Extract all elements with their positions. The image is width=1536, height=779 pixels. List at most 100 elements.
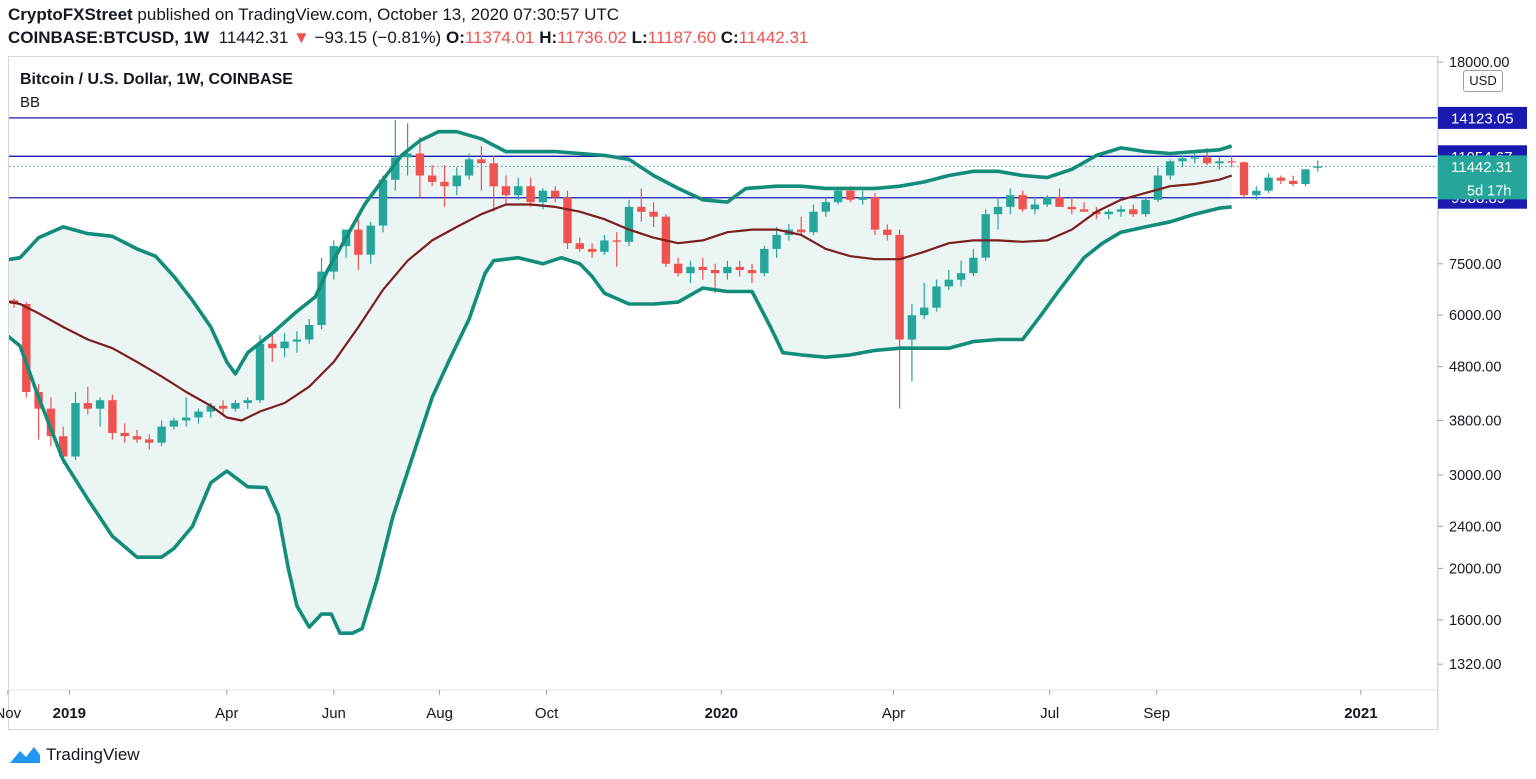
price-tick-label: 2000.00 <box>1449 561 1501 577</box>
bollinger-band-fill <box>9 131 1232 634</box>
candle-body <box>108 400 117 433</box>
candle-body <box>833 190 843 203</box>
bollinger-basis-line <box>9 174 1233 422</box>
time-tick-label: Jun <box>322 705 346 722</box>
candle-body <box>1202 157 1212 164</box>
candle-body <box>317 271 326 325</box>
candle-body <box>895 234 904 340</box>
candle-body <box>464 159 474 176</box>
candle-body <box>1276 177 1286 181</box>
close-label: C: <box>720 28 739 47</box>
candle-body <box>477 159 486 164</box>
candle-body <box>1043 197 1052 205</box>
candle-body <box>231 403 240 409</box>
candle-body <box>649 211 658 217</box>
price-chart[interactable]: 18000.00 7500.00 6000.00 4800.00 3800.00 3000… <box>0 0 1536 740</box>
price-tick-label: 4800.00 <box>1449 360 1501 376</box>
candle-body <box>551 190 560 198</box>
open-value: 11374.01 <box>464 28 535 47</box>
candle-body <box>612 240 621 242</box>
change-arrow-icon: ▼ <box>293 28 310 47</box>
candle-body <box>95 400 105 409</box>
chart-title: Bitcoin / U.S. Dollar, 1W, COINBASE <box>20 71 293 88</box>
candle-body <box>206 405 215 412</box>
tradingview-logo[interactable]: TradingView <box>8 743 140 767</box>
candle-body <box>501 186 511 196</box>
candle-body <box>1264 177 1273 191</box>
candle-body <box>280 341 289 349</box>
candle-body <box>1055 197 1064 207</box>
candle-body <box>428 175 437 182</box>
price-tick-label: 18000.00 <box>1449 55 1509 71</box>
candle-body <box>218 405 228 409</box>
candle-body <box>1166 161 1175 176</box>
candle-body <box>993 206 1003 215</box>
level-price-tag <box>1438 106 1527 129</box>
candle-body <box>403 153 412 158</box>
high-label: H: <box>539 28 558 47</box>
candle-body <box>1141 199 1150 215</box>
candle-body <box>600 240 609 252</box>
candle-body <box>194 411 203 418</box>
candle-body <box>969 257 978 274</box>
candle-body <box>132 436 142 440</box>
candle-body <box>760 248 769 274</box>
low-value: 11187.60 <box>647 28 717 47</box>
candle-body <box>846 190 855 200</box>
price-tick-label: 6000.00 <box>1449 308 1501 324</box>
last-price-tag-label: 11442.31 <box>1451 159 1512 176</box>
candle-body <box>1190 157 1199 159</box>
low-label: L: <box>631 28 648 47</box>
candle-body <box>563 197 572 244</box>
candle-body <box>907 315 917 340</box>
candle-body <box>797 229 806 233</box>
time-tick-label: 2021 <box>1344 705 1377 722</box>
brand-name: TradingView <box>46 745 140 764</box>
candle-body <box>686 266 695 274</box>
candle-body <box>1030 204 1040 210</box>
candle-body <box>243 400 252 403</box>
candle-body <box>59 436 68 457</box>
candle-body <box>723 266 732 274</box>
price-tick-label: 2400.00 <box>1449 519 1501 535</box>
candle-body <box>587 248 597 252</box>
publication-line: CryptoFXStreet published on TradingView.… <box>8 5 619 25</box>
bollinger-lower-band <box>9 205 1232 636</box>
time-tick-label: Apr <box>882 705 905 722</box>
symbol-label: COINBASE:BTCUSD, 1W <box>8 28 210 47</box>
last-price: 11442.31 <box>218 28 289 47</box>
candle-body <box>1116 209 1126 212</box>
candle-body <box>1129 209 1138 215</box>
candle-body <box>1018 195 1027 210</box>
bar-countdown-label: 5d 17h <box>1467 183 1511 199</box>
candle-body <box>637 206 646 212</box>
time-tick-label: Sep <box>1143 705 1170 722</box>
candle-body <box>145 439 154 443</box>
candle-body <box>1067 206 1076 210</box>
candle-body <box>698 266 707 270</box>
candle-body <box>1006 195 1015 207</box>
candle-body <box>378 179 388 226</box>
plot-area <box>9 117 1437 636</box>
close-value: 11442.31 <box>738 28 809 47</box>
time-tick-label: 2019 <box>53 705 86 722</box>
publisher-name: CryptoFXStreet <box>8 5 133 24</box>
candle-body <box>735 266 744 270</box>
candle-body <box>956 273 966 280</box>
candle-body <box>1079 209 1089 212</box>
indicator-label[interactable]: BB <box>20 94 41 111</box>
last-price-tag <box>1438 155 1527 200</box>
candle-body <box>1313 166 1322 168</box>
candle-body <box>354 229 363 255</box>
price-tick-label: 3800.00 <box>1449 414 1501 430</box>
currency-button[interactable]: USD <box>1463 70 1503 92</box>
candle-body <box>452 175 461 187</box>
time-tick-label: Oct <box>535 705 559 722</box>
candle-body <box>46 408 56 437</box>
time-tick-label: Aug <box>426 705 453 722</box>
price-tick-label: 7500.00 <box>1449 257 1501 273</box>
candle-body <box>1289 180 1298 184</box>
level-price-tag-label: 14123.05 <box>1451 110 1514 127</box>
candle-body <box>1239 162 1249 196</box>
candle-body <box>747 270 757 274</box>
